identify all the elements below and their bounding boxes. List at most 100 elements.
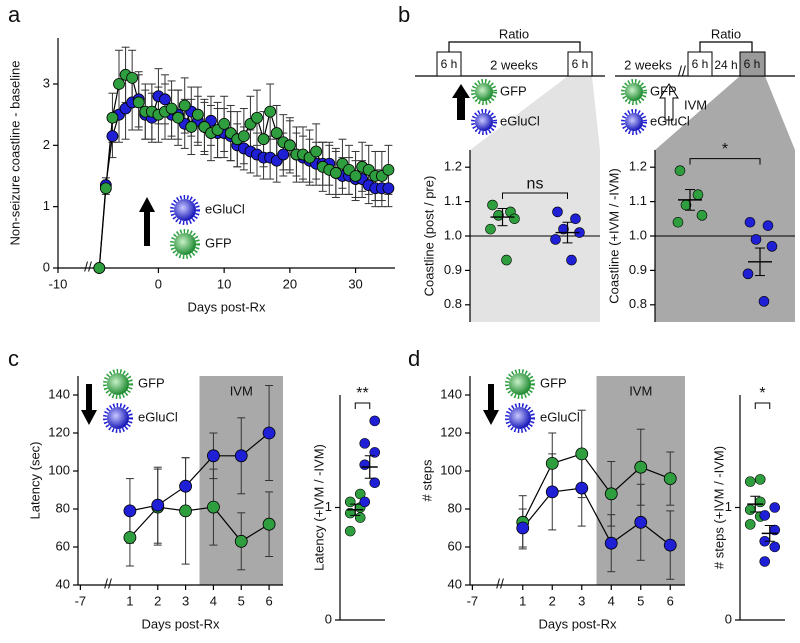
y-axis-label: Latency (sec) [27, 441, 42, 519]
legend-icon [174, 233, 196, 255]
data-point [382, 182, 395, 195]
data-point [359, 496, 371, 508]
x-tick-label: -7 [75, 593, 87, 608]
x-tick-label: -7 [467, 593, 479, 608]
data-point [750, 234, 762, 245]
legend-label: eGluCl [540, 409, 580, 424]
data-point [692, 189, 704, 201]
data-point [123, 531, 137, 544]
x-tick-label: 4 [608, 593, 615, 608]
significance-bracket [354, 402, 371, 409]
x-tick-label: 2 [549, 593, 556, 608]
data-point [344, 525, 356, 537]
data-point [493, 210, 504, 221]
data-point [696, 210, 708, 221]
schematic-text: 2 weeks [490, 57, 538, 72]
data-point [106, 111, 119, 124]
axis-break: // [496, 576, 504, 592]
data-point [575, 481, 589, 495]
data-point [550, 234, 561, 245]
data-point [179, 479, 192, 493]
data-point [663, 472, 677, 486]
treatment-arrow [483, 384, 499, 425]
significance-bracket [689, 158, 761, 165]
legend-icon [621, 109, 647, 135]
schematic-text: 6 h [441, 57, 458, 71]
x-tick-label: 20 [283, 276, 297, 291]
significance-bracket [502, 192, 568, 200]
data-point [369, 447, 381, 458]
schematic: 2 weeks // Ratio 6 h 24 h 6 h IVM [615, 26, 795, 121]
x-tick-label: 5 [637, 593, 644, 608]
data-point [570, 213, 581, 225]
y-tick-label: 40 [448, 576, 462, 591]
data-point [759, 510, 771, 521]
legend-icon [103, 369, 133, 399]
data-point [369, 477, 381, 489]
legend-label: GFP [650, 83, 677, 98]
data-point [270, 127, 283, 139]
legend-icon [471, 79, 497, 105]
schematic-text: 6 h [692, 57, 709, 71]
data-point [485, 223, 496, 235]
schematic-text: 24 h [714, 58, 737, 72]
legend-icon [509, 373, 531, 395]
x-tick-label: 5 [238, 593, 245, 608]
x-tick-label: 4 [210, 593, 217, 608]
data-point [369, 415, 381, 427]
y-tick-label: 120 [440, 424, 462, 439]
data-point [106, 130, 119, 143]
y-axis-label: Non-seizure coastline - baseline [7, 61, 22, 246]
legend-icon [103, 403, 133, 433]
data-point [207, 449, 220, 463]
x-axis-label: Days post-Rx [187, 299, 266, 314]
data-point [744, 476, 756, 487]
data-point [744, 504, 756, 516]
x-tick-label: 6 [667, 593, 674, 608]
x-tick-label: 1 [519, 593, 526, 608]
data-point [604, 487, 618, 501]
significance-label: ** [356, 385, 368, 402]
data-point [179, 504, 192, 518]
data-point [126, 71, 139, 84]
y-tick-label: 100 [440, 462, 462, 477]
x-tick-label: 0 [155, 276, 162, 291]
legend-label: eGluCl [138, 409, 178, 424]
data-point [234, 449, 248, 463]
data-point [634, 460, 648, 474]
legend-icon [174, 199, 196, 221]
y-tick-label: 2 [43, 137, 50, 152]
data-point [262, 517, 276, 531]
x-tick-label: 30 [348, 276, 362, 291]
y-tick-label: 140 [48, 386, 70, 401]
y-tick-label: 80 [56, 500, 70, 515]
data-point [207, 500, 220, 514]
legend-icon [505, 369, 535, 399]
data-point [165, 102, 178, 115]
legend-label: eGluCl [205, 201, 245, 216]
y-tick-label: 1.1 [629, 193, 647, 208]
data-point [185, 121, 198, 133]
legend-label: GFP [540, 375, 567, 390]
legend-icon [471, 109, 497, 135]
significance-bracket [754, 402, 771, 409]
y-tick-label: 1 [43, 198, 50, 213]
data-point [552, 206, 563, 218]
y-tick-label: 0 [325, 611, 332, 626]
data-point [575, 447, 589, 461]
legend-label: GFP [500, 83, 527, 98]
data-point [762, 220, 774, 231]
y-tick-label: 120 [48, 424, 70, 439]
x-axis-label: Days post-Rx [141, 616, 220, 631]
y-tick-label: 60 [448, 538, 462, 553]
data-point [769, 502, 781, 513]
schematic-text: 6 h [572, 57, 589, 71]
y-tick-label: 1 [725, 499, 732, 514]
shade-label: IVM [230, 383, 253, 398]
data-point [113, 78, 125, 90]
legend-icon [475, 113, 493, 131]
y-tick-label: 0.8 [444, 296, 462, 311]
data-point [509, 213, 520, 225]
y-tick-label: 1.2 [444, 159, 462, 174]
legend-icon [621, 79, 647, 105]
